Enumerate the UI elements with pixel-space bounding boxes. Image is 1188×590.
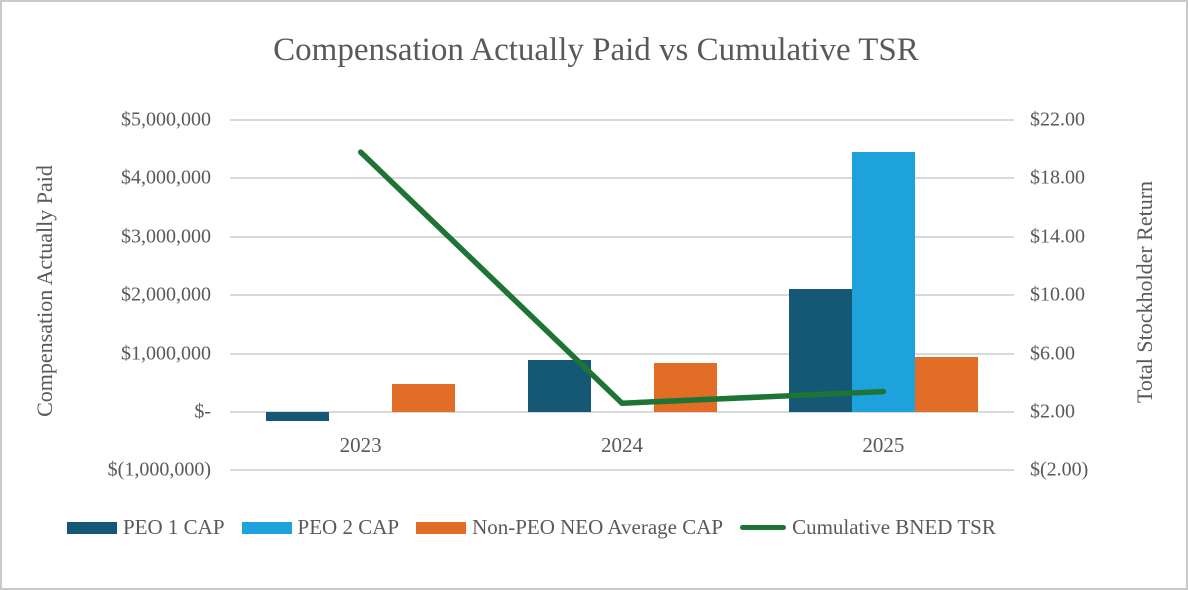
gridline <box>230 411 1014 413</box>
x-axis-label-2024: 2024 <box>601 433 643 457</box>
legend-item-peo-1-cap: PEO 1 CAP <box>67 515 225 540</box>
bar-peo-1-cap-2024 <box>527 360 591 412</box>
left-axis-title: Compensation Actually Paid <box>32 165 57 417</box>
bar-non-peo-neo-average-cap-2024 <box>653 362 717 412</box>
left-axis-tick-label: $3,000,000 <box>121 225 211 248</box>
legend-color-swatch <box>241 521 292 534</box>
legend-item-cumulative-bned-tsr: Cumulative BNED TSR <box>740 515 996 540</box>
legend-label: Cumulative BNED TSR <box>792 515 996 539</box>
right-axis-tick-label: $10.00 <box>1030 283 1085 306</box>
left-axis-tick-label: $4,000,000 <box>121 166 211 189</box>
legend-item-peo-2-cap: PEO 2 CAP <box>241 515 400 540</box>
left-axis-tick-label: $5,000,000 <box>121 108 211 131</box>
gridline <box>230 469 1014 472</box>
legend-color-swatch <box>416 521 467 534</box>
gridline <box>230 119 1014 121</box>
legend-label: PEO 1 CAP <box>123 515 225 539</box>
left-axis-tick-label: $(1,000,000) <box>107 458 211 481</box>
x-axis-label-2025: 2025 <box>862 433 905 457</box>
bar-non-peo-neo-average-cap-2023 <box>392 383 456 412</box>
x-axis-label-2023: 2023 <box>339 433 382 457</box>
bar-non-peo-neo-average-cap-2025 <box>914 356 978 412</box>
chart-title: Compensation Actually Paid vs Cumulative… <box>273 32 919 68</box>
legend-item-non-peo-neo-average-cap: Non-PEO NEO Average CAP <box>416 515 723 540</box>
left-axis-tick-label: $2,000,000 <box>121 283 211 306</box>
legend-label: Non-PEO NEO Average CAP <box>472 515 724 539</box>
right-axis-tick-label: $6.00 <box>1030 342 1075 365</box>
bar-peo-1-cap-2023 <box>266 412 330 422</box>
right-axis-tick-label: $22.00 <box>1030 108 1085 131</box>
bar-peo-2-cap-2025 <box>851 152 915 412</box>
bar-peo-1-cap-2025 <box>788 289 852 412</box>
left-axis-tick-label: $- <box>194 400 211 423</box>
right-axis-tick-label: $14.00 <box>1030 225 1085 248</box>
legend-label: PEO 2 CAP <box>297 515 400 539</box>
legend-line-swatch <box>740 524 787 531</box>
right-axis-tick-label: $18.00 <box>1030 166 1085 189</box>
right-axis-tick-label: $(2.00) <box>1030 458 1089 481</box>
right-axis-tick-label: $2.00 <box>1030 400 1075 423</box>
right-axis-title: Total Stockholder Return <box>1132 180 1157 404</box>
left-axis-tick-label: $1,000,000 <box>121 342 211 365</box>
legend-color-swatch <box>67 521 117 534</box>
chart-legend: PEO 1 CAP PEO 2 CAP Non-PEO NEO Average CA… <box>67 515 996 540</box>
